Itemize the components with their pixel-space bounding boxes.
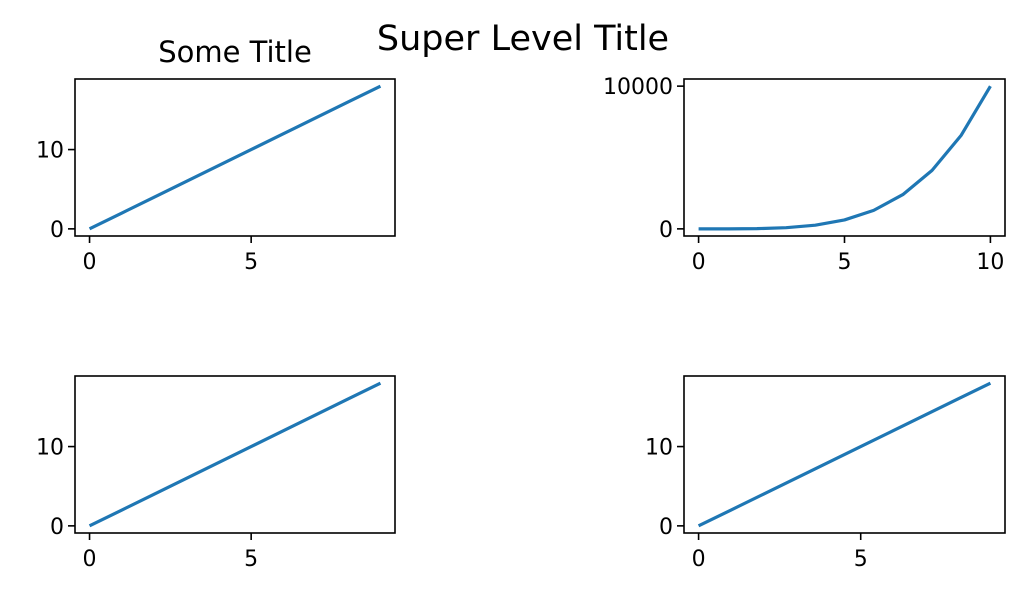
subplot-top-right-xtick-label: 10 bbox=[976, 250, 1004, 275]
subplot-top-left: 0 5 0 10 Some Title bbox=[36, 35, 396, 275]
subplots-container: 0 5 0 10 Some Title 0 5 10 0 10000 0 5 0 10 0 5 0 10 bbox=[36, 35, 1006, 572]
subplot-top-left-series-line-0 bbox=[88, 84, 382, 231]
subplot-bottom-right-xtick-label: 5 bbox=[854, 547, 868, 572]
subplot-top-right-xtick-label: 5 bbox=[838, 250, 852, 275]
subplot-bottom-left-axes-frame bbox=[74, 375, 396, 534]
subplot-bottom-left-xtick-label: 0 bbox=[83, 547, 97, 572]
subplot-top-left-xtick-label: 5 bbox=[244, 250, 258, 275]
subplot-bottom-left: 0 5 0 10 bbox=[36, 375, 396, 572]
subplot-top-left-ytick-label: 10 bbox=[36, 139, 64, 164]
subplot-bottom-right-axes-frame bbox=[683, 375, 1006, 534]
subplot-top-left-xtick-label: 0 bbox=[83, 250, 97, 275]
subplot-bottom-right-ytick-label: 0 bbox=[659, 515, 673, 540]
subplot-top-left-axes-frame bbox=[74, 78, 396, 237]
subplot-top-right-ytick-label: 0 bbox=[659, 218, 673, 243]
subplot-bottom-right-ytick-label: 10 bbox=[645, 436, 673, 461]
subplot-top-right-axes-frame bbox=[683, 78, 1006, 237]
subplot-top-left-ytick-label: 0 bbox=[50, 218, 64, 243]
subplot-top-right-ytick-label: 10000 bbox=[603, 75, 673, 100]
subplot-top-left-title: Some Title bbox=[158, 35, 312, 69]
suptitle: Super Level Title bbox=[377, 19, 669, 59]
subplot-top-right: 0 5 10 0 10000 bbox=[603, 75, 1006, 275]
subplot-bottom-right-series-line-0 bbox=[697, 381, 992, 528]
subplot-top-right-xtick-label: 0 bbox=[692, 250, 706, 275]
subplot-top-right-series-line-0 bbox=[698, 85, 992, 231]
subplot-bottom-left-ytick-label: 10 bbox=[36, 436, 64, 461]
subplot-bottom-left-ytick-label: 0 bbox=[50, 515, 64, 540]
subplot-bottom-left-xtick-label: 5 bbox=[244, 547, 258, 572]
subplot-bottom-left-series-line-0 bbox=[88, 381, 382, 528]
subplot-bottom-right: 0 5 0 10 bbox=[645, 375, 1006, 572]
subplot-bottom-right-xtick-label: 0 bbox=[692, 547, 706, 572]
